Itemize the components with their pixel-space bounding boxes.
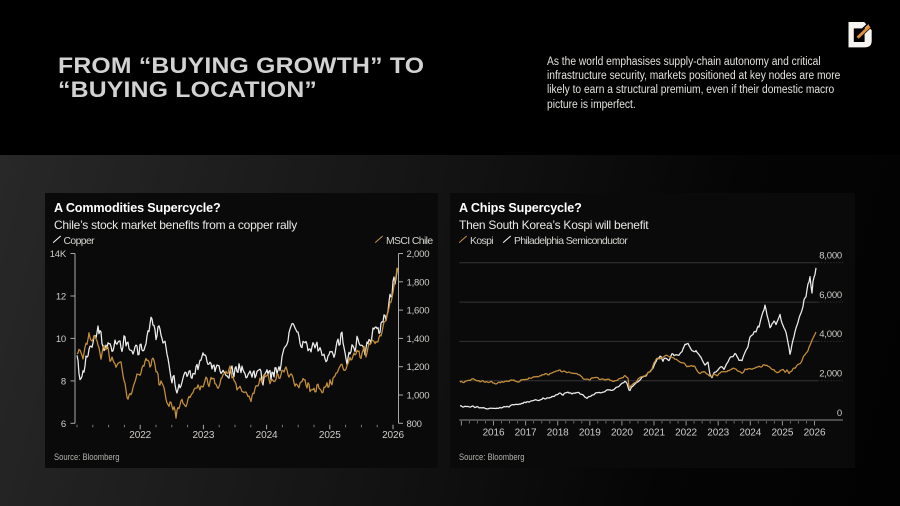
svg-text:2,000: 2,000 xyxy=(407,249,430,260)
svg-text:2026: 2026 xyxy=(382,430,404,441)
svg-text:6,000: 6,000 xyxy=(819,290,842,301)
svg-text:2025: 2025 xyxy=(319,430,341,441)
svg-text:2023: 2023 xyxy=(707,428,729,439)
svg-text:4,000: 4,000 xyxy=(819,329,842,340)
svg-text:1,200: 1,200 xyxy=(407,362,430,373)
svg-text:2023: 2023 xyxy=(192,430,214,441)
svg-text:1,600: 1,600 xyxy=(407,306,430,317)
svg-text:12: 12 xyxy=(56,292,66,303)
svg-text:2024: 2024 xyxy=(739,428,761,439)
svg-text:2022: 2022 xyxy=(675,428,697,439)
svg-text:2,000: 2,000 xyxy=(819,369,842,380)
svg-text:8,000: 8,000 xyxy=(819,251,842,262)
svg-text:2018: 2018 xyxy=(547,428,569,439)
svg-text:2026: 2026 xyxy=(804,428,826,439)
svg-text:1,400: 1,400 xyxy=(407,334,430,345)
svg-text:2016: 2016 xyxy=(483,428,505,439)
svg-text:2020: 2020 xyxy=(611,428,633,439)
svg-text:8: 8 xyxy=(61,376,66,387)
svg-text:1,800: 1,800 xyxy=(407,277,430,288)
svg-text:800: 800 xyxy=(407,419,422,430)
svg-text:2019: 2019 xyxy=(579,428,601,439)
svg-text:10: 10 xyxy=(56,334,66,345)
svg-text:14K: 14K xyxy=(50,249,67,260)
svg-text:2021: 2021 xyxy=(643,428,665,439)
svg-text:2025: 2025 xyxy=(771,428,793,439)
svg-text:2022: 2022 xyxy=(129,430,151,441)
svg-text:0: 0 xyxy=(837,408,842,419)
svg-text:1,000: 1,000 xyxy=(407,391,430,402)
svg-text:6: 6 xyxy=(61,419,66,430)
svg-text:2024: 2024 xyxy=(256,430,278,441)
svg-text:2017: 2017 xyxy=(515,428,537,439)
